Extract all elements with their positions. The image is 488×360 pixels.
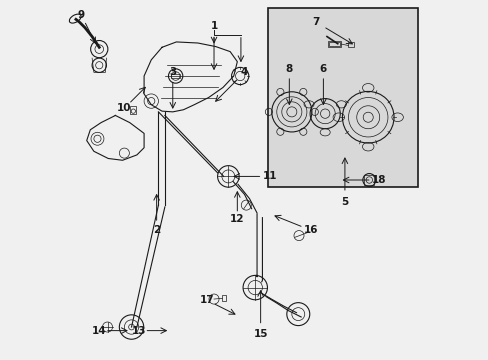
Text: 6: 6 xyxy=(319,64,326,74)
Bar xyxy=(328,42,339,46)
Bar xyxy=(348,42,353,47)
Text: 11: 11 xyxy=(262,171,276,181)
Text: 2: 2 xyxy=(153,225,160,235)
Bar xyxy=(364,175,373,185)
Bar xyxy=(327,41,341,47)
Text: 14: 14 xyxy=(92,325,106,336)
Bar xyxy=(171,74,180,78)
Text: 3: 3 xyxy=(169,67,176,77)
Text: 15: 15 xyxy=(253,329,267,339)
Text: 4: 4 xyxy=(240,67,248,77)
Text: 13: 13 xyxy=(131,325,145,336)
Text: 12: 12 xyxy=(230,215,244,224)
Bar xyxy=(222,296,225,301)
Text: 10: 10 xyxy=(117,103,131,113)
Text: 8: 8 xyxy=(285,64,292,74)
Text: 18: 18 xyxy=(371,175,386,185)
Text: 17: 17 xyxy=(199,295,214,305)
Text: 16: 16 xyxy=(303,225,317,235)
Bar xyxy=(267,8,418,187)
Text: 9: 9 xyxy=(78,10,85,20)
Text: 5: 5 xyxy=(341,197,348,207)
Text: 7: 7 xyxy=(312,17,319,27)
Text: 1: 1 xyxy=(210,21,217,31)
Bar xyxy=(130,107,136,114)
